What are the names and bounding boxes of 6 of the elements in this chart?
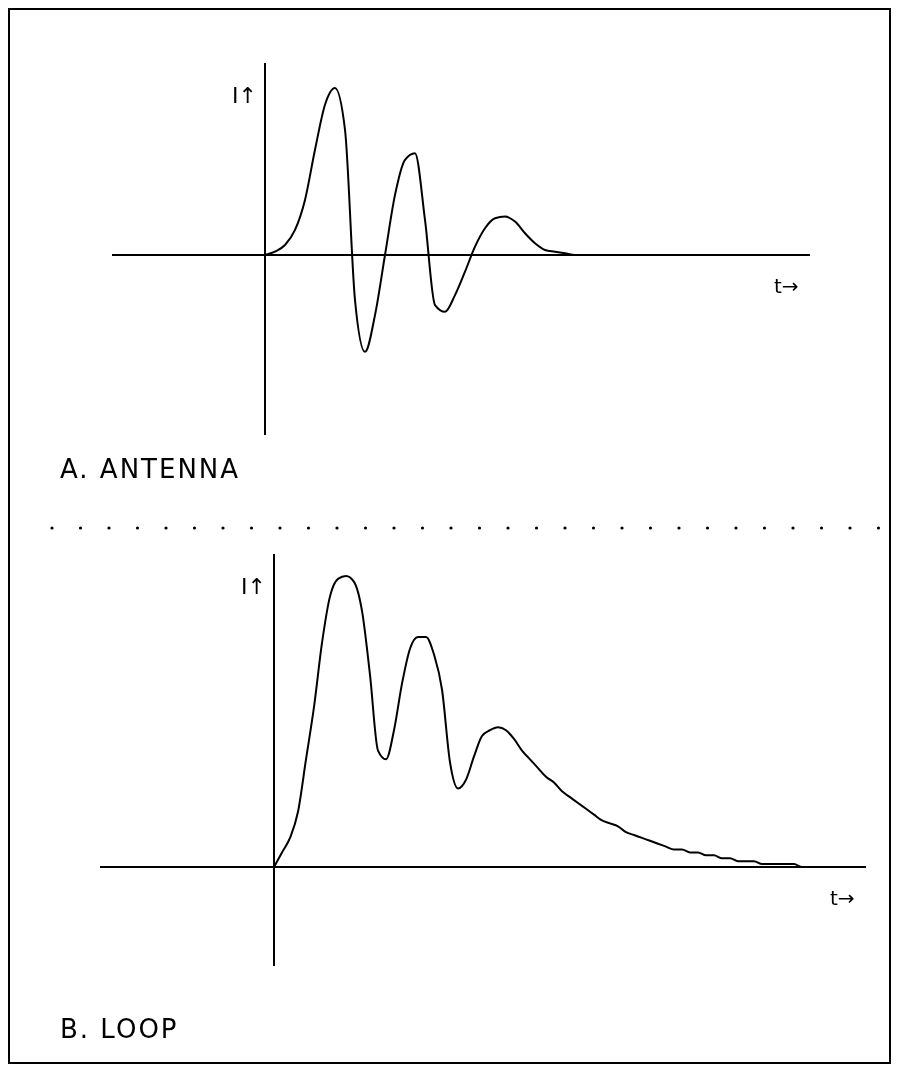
x-axis-title: t→ (774, 274, 799, 298)
text: A. ANTENNA (60, 454, 241, 484)
y-axis-title: I↑ (232, 83, 257, 108)
y-axis-title: I↑ (241, 574, 266, 599)
x-axis-title: t→ (830, 886, 855, 910)
text: B. LOOP (60, 1014, 179, 1044)
